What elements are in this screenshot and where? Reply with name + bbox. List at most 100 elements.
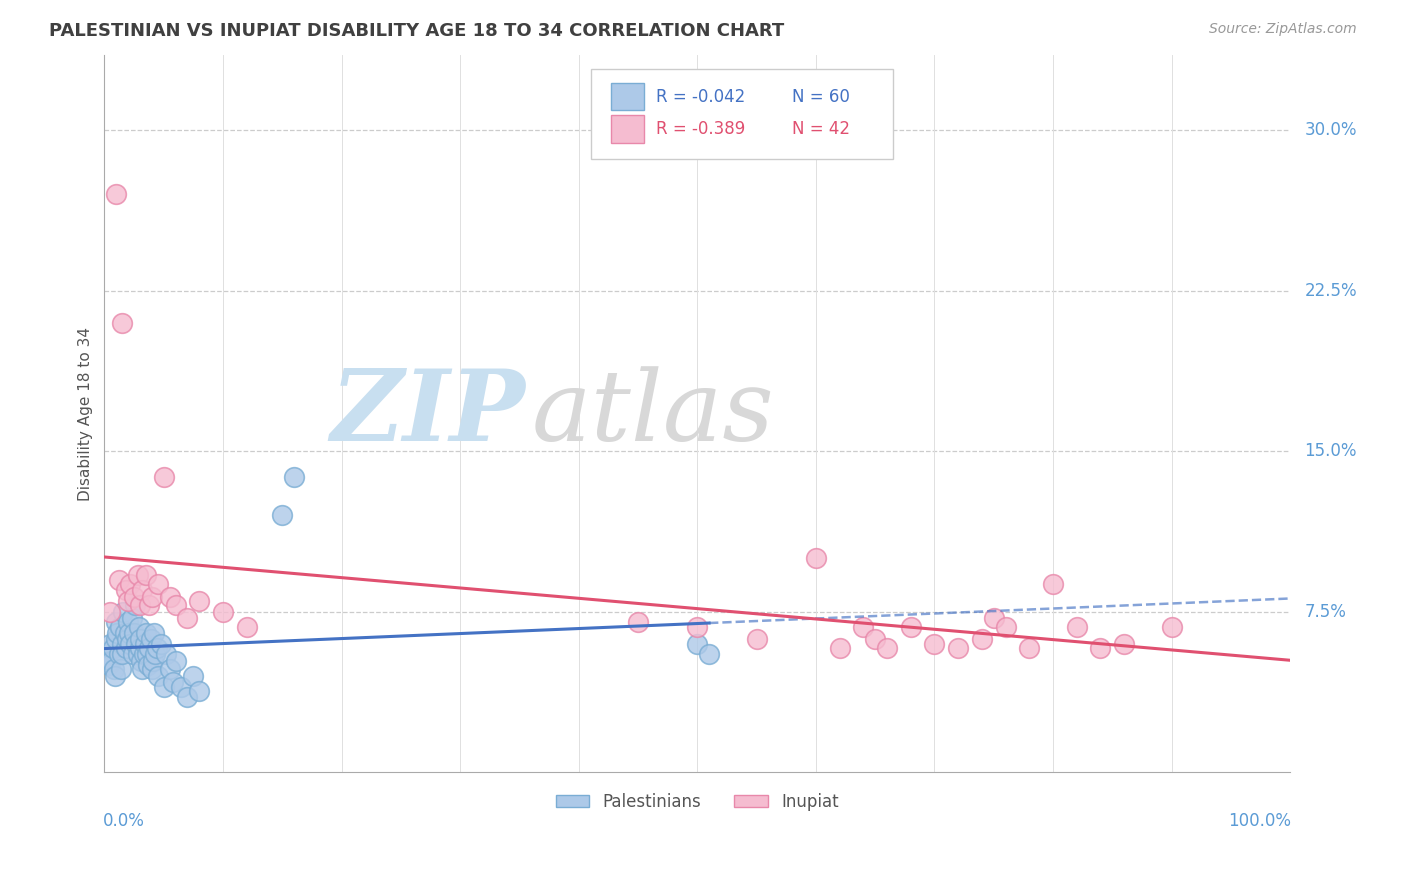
Point (143, 626, 166, 640)
Point (283, 470, 305, 484)
FancyBboxPatch shape (591, 70, 893, 159)
Point (134, 637, 156, 651)
Point (142, 654, 165, 668)
Point (141, 662, 163, 676)
Point (135, 626, 157, 640)
Point (107, 573, 129, 587)
Point (686, 637, 709, 651)
Point (117, 615, 139, 630)
Point (212, 605, 235, 619)
Point (104, 669, 127, 683)
Point (120, 637, 142, 651)
Text: N = 60: N = 60 (792, 87, 851, 106)
Point (804, 551, 827, 566)
Text: N = 42: N = 42 (792, 120, 851, 138)
Point (101, 640, 124, 655)
Point (124, 598, 146, 612)
Point (111, 637, 134, 651)
Bar (610, 115, 644, 143)
Point (852, 619, 875, 633)
Text: 7.5%: 7.5% (1305, 603, 1347, 621)
Bar (610, 83, 644, 111)
Point (994, 619, 1017, 633)
Text: R = -0.389: R = -0.389 (655, 120, 745, 138)
Point (145, 640, 167, 655)
Point (155, 648, 177, 662)
Point (122, 590, 145, 604)
Point (745, 632, 768, 647)
Point (188, 683, 211, 698)
Point (136, 648, 159, 662)
Point (125, 637, 148, 651)
Point (900, 619, 922, 633)
Point (110, 662, 132, 676)
Point (115, 632, 138, 647)
Text: 30.0%: 30.0% (1305, 121, 1357, 139)
Text: atlas: atlas (531, 366, 775, 461)
Point (118, 626, 141, 640)
Point (876, 640, 898, 655)
Point (146, 669, 169, 683)
Y-axis label: Disability Age 18 to 34: Disability Age 18 to 34 (79, 326, 93, 500)
Point (129, 654, 152, 668)
Point (132, 648, 155, 662)
Point (271, 508, 294, 523)
Point (924, 637, 946, 651)
Point (120, 576, 142, 591)
Point (122, 626, 145, 640)
Point (98, 658, 121, 673)
Point (107, 626, 129, 640)
Point (627, 615, 650, 630)
Point (983, 611, 1005, 625)
Point (131, 583, 153, 598)
Text: 15.0%: 15.0% (1305, 442, 1357, 460)
Point (131, 662, 153, 676)
Point (162, 675, 184, 690)
Point (105, 615, 128, 630)
Text: 100.0%: 100.0% (1229, 812, 1291, 830)
Point (139, 632, 162, 647)
Point (98, 637, 121, 651)
Point (152, 680, 174, 694)
Point (114, 640, 136, 655)
Point (98, 605, 121, 619)
Point (946, 640, 969, 655)
Point (107, 648, 129, 662)
Point (127, 648, 149, 662)
Point (176, 611, 198, 625)
Point (170, 680, 193, 694)
Point (112, 605, 135, 619)
Point (159, 662, 181, 676)
Point (111, 648, 134, 662)
Point (165, 654, 187, 668)
Point (150, 637, 173, 651)
Point (128, 619, 150, 633)
Point (136, 658, 159, 673)
Point (135, 568, 157, 582)
Point (863, 632, 886, 647)
Point (114, 626, 136, 640)
Text: ZIP: ZIP (330, 366, 526, 462)
Point (152, 470, 174, 484)
Point (105, 632, 128, 647)
Point (1018, 640, 1040, 655)
Point (100, 654, 122, 668)
Text: Source: ZipAtlas.com: Source: ZipAtlas.com (1209, 22, 1357, 37)
Point (97, 648, 120, 662)
Point (181, 669, 204, 683)
Point (145, 648, 167, 662)
Point (129, 598, 152, 612)
Point (159, 590, 181, 604)
Point (138, 640, 160, 655)
Point (1066, 619, 1088, 633)
Point (129, 632, 152, 647)
Point (117, 594, 139, 608)
Point (141, 590, 163, 604)
Text: 0.0%: 0.0% (103, 812, 145, 830)
Point (1114, 637, 1136, 651)
Point (1042, 576, 1064, 591)
Point (108, 619, 131, 633)
Point (105, 187, 128, 202)
Text: 22.5%: 22.5% (1305, 282, 1357, 300)
Point (127, 568, 149, 582)
